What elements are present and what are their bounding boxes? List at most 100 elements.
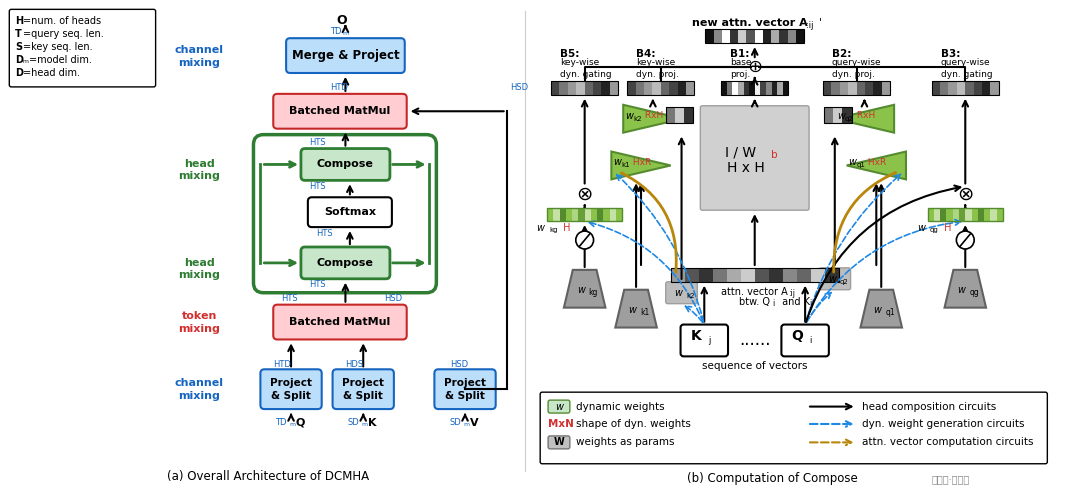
Bar [948, 81, 957, 95]
Bar [743, 81, 750, 95]
Text: MxN: MxN [548, 419, 573, 429]
Bar [732, 81, 738, 95]
Bar [946, 208, 953, 221]
Text: H x H: H x H [727, 161, 765, 175]
Bar [705, 29, 714, 43]
FancyBboxPatch shape [665, 282, 698, 303]
Bar [677, 81, 686, 95]
Bar [671, 268, 685, 282]
Text: qg: qg [930, 227, 939, 233]
Text: channel: channel [175, 45, 224, 55]
Text: HTD: HTD [330, 83, 349, 92]
Text: D: D [15, 68, 24, 78]
Bar [665, 107, 693, 123]
FancyBboxPatch shape [10, 9, 156, 87]
FancyBboxPatch shape [308, 197, 392, 227]
Text: w: w [536, 223, 544, 233]
Bar [548, 208, 553, 221]
Bar [984, 208, 990, 221]
Bar [584, 208, 591, 221]
Text: B3:: B3: [941, 49, 960, 59]
Bar [848, 81, 856, 95]
Polygon shape [835, 105, 894, 133]
Polygon shape [861, 290, 902, 327]
Polygon shape [616, 290, 657, 327]
Bar [840, 81, 848, 95]
Bar [714, 29, 721, 43]
Text: k2: k2 [633, 116, 642, 122]
Circle shape [957, 231, 974, 249]
Text: shape of dyn. weights: shape of dyn. weights [576, 419, 690, 429]
Bar [671, 268, 839, 282]
Bar [593, 81, 602, 95]
Text: key-wise
dyn. proj.: key-wise dyn. proj. [636, 58, 679, 79]
Text: & Split: & Split [343, 391, 383, 401]
Bar [579, 208, 584, 221]
Text: mixing: mixing [178, 270, 220, 280]
FancyBboxPatch shape [301, 149, 390, 180]
FancyBboxPatch shape [286, 38, 405, 73]
Text: ': ' [819, 17, 822, 27]
Text: new attn. vector A: new attn. vector A [692, 18, 808, 28]
Bar [953, 208, 959, 221]
Text: (a) Overall Architecture of DCMHA: (a) Overall Architecture of DCMHA [167, 470, 369, 483]
Bar [783, 81, 788, 95]
Bar [787, 29, 796, 43]
Bar [604, 208, 610, 221]
Text: base
proj.: base proj. [730, 58, 752, 79]
Bar [738, 81, 743, 95]
Text: attn. vector computation circuits: attn. vector computation circuits [863, 437, 1034, 447]
Bar [721, 29, 730, 43]
Text: =key seq. len.: =key seq. len. [23, 42, 93, 52]
Text: q1: q1 [856, 163, 865, 168]
Bar [548, 208, 622, 221]
Bar [974, 81, 982, 95]
Text: j: j [708, 336, 711, 345]
Text: and K: and K [780, 297, 810, 307]
Bar [796, 29, 805, 43]
Text: btw. Q: btw. Q [739, 297, 770, 307]
FancyBboxPatch shape [273, 94, 407, 129]
Bar [928, 208, 1003, 221]
Bar [721, 81, 788, 95]
Text: D: D [15, 55, 24, 65]
Bar [824, 107, 852, 123]
Text: dynamic weights: dynamic weights [576, 402, 664, 411]
Bar [610, 81, 618, 95]
Bar [670, 81, 677, 95]
Bar [705, 29, 805, 43]
Text: & Split: & Split [445, 391, 485, 401]
Text: V: V [470, 418, 478, 428]
FancyBboxPatch shape [273, 304, 407, 339]
Bar [977, 208, 984, 221]
Text: Project: Project [270, 378, 312, 388]
Bar [959, 208, 966, 221]
FancyBboxPatch shape [434, 369, 496, 409]
Text: k2: k2 [687, 293, 696, 299]
Text: q2: q2 [845, 116, 853, 122]
Text: Project: Project [342, 378, 384, 388]
Text: mixing: mixing [178, 57, 220, 68]
Text: HTS: HTS [309, 138, 325, 147]
Text: HSD: HSD [450, 360, 469, 369]
Text: j: j [809, 299, 811, 308]
Bar [610, 208, 616, 221]
FancyBboxPatch shape [260, 369, 322, 409]
Text: mixing: mixing [178, 324, 220, 334]
Bar [685, 107, 693, 123]
Bar [568, 81, 577, 95]
Bar [940, 81, 948, 95]
Text: w: w [555, 402, 563, 411]
Text: 公众号·量子位: 公众号·量子位 [931, 474, 970, 484]
Text: :ij: :ij [806, 21, 813, 30]
Text: q2: q2 [840, 279, 849, 285]
Polygon shape [564, 270, 606, 308]
Text: w: w [675, 288, 683, 298]
Text: kg: kg [589, 288, 598, 297]
Bar [730, 29, 739, 43]
Text: RxH: RxH [853, 111, 875, 120]
Text: w: w [874, 304, 881, 315]
FancyBboxPatch shape [548, 436, 570, 449]
Text: TD: TD [329, 27, 341, 36]
Text: Compose: Compose [318, 258, 374, 268]
